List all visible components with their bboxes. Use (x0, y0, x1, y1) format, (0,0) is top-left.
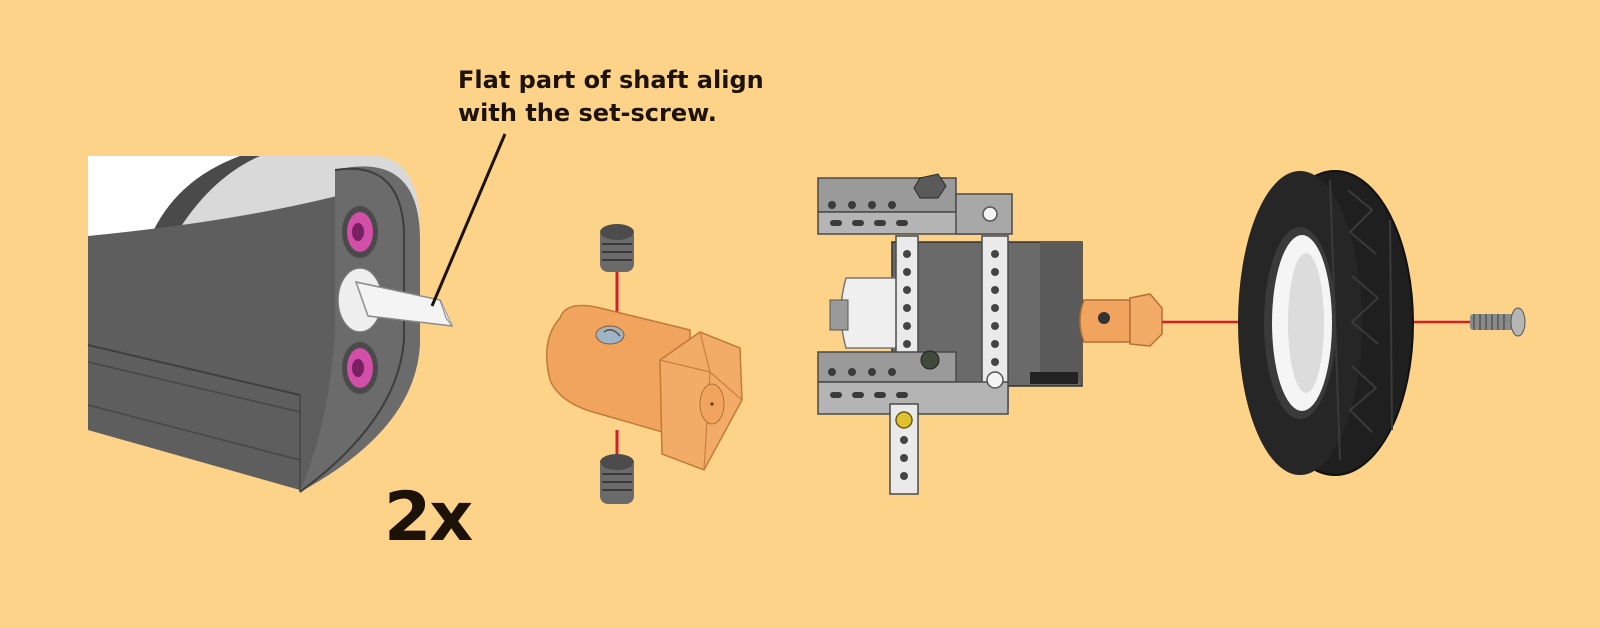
quantity-label: 2x (384, 478, 473, 557)
set-screw-bottom-icon (600, 454, 634, 504)
callout-line-1: Flat part of shaft align (458, 66, 764, 94)
motor-screw-top-icon (342, 206, 378, 258)
callout-leader-line (430, 133, 507, 307)
hex-coupler-icon (545, 304, 743, 471)
motor-screw-bottom-icon (342, 342, 378, 394)
callout-line-2: with the set-screw. (458, 99, 717, 127)
wheel-icon (1238, 170, 1414, 476)
callout-text: Flat part of shaft align with the set-sc… (458, 64, 818, 130)
chassis-icon (817, 173, 1083, 495)
set-screw-top-icon (600, 224, 634, 272)
bolt-icon (1470, 307, 1526, 337)
shaft-icon (337, 267, 454, 333)
chassis-coupler-icon (1079, 293, 1163, 347)
motor-icon (87, 156, 420, 493)
